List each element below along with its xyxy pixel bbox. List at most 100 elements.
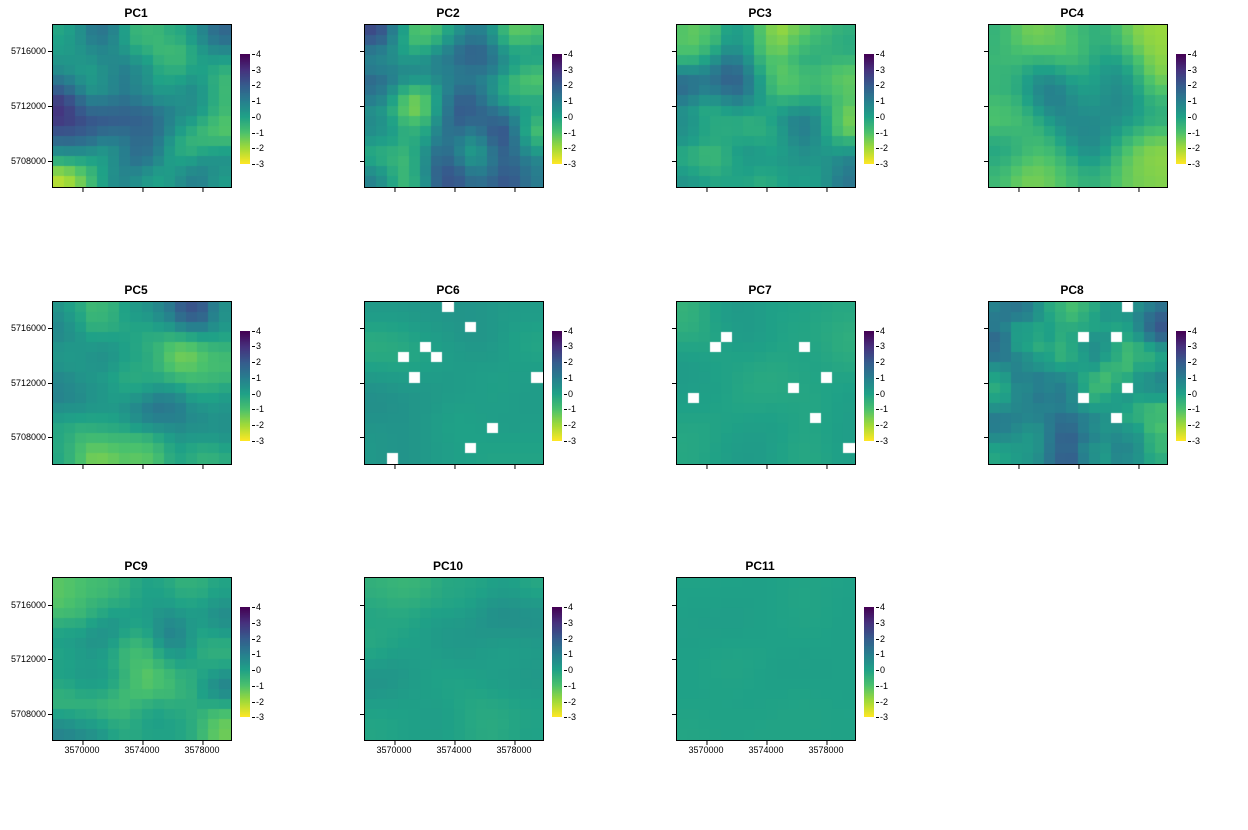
colorbar-tick-label: 3 (880, 65, 885, 75)
x-tick-label: 3570000 (376, 745, 411, 755)
x-tick-label: 3578000 (184, 745, 219, 755)
colorbar-tick-label: -3 (1192, 436, 1200, 446)
colorbar-tick-label: 4 (880, 602, 885, 612)
raster-canvas (989, 302, 1167, 464)
colorbar-ticks: 43210-1-2-3 (564, 607, 594, 717)
colorbar-tick-label: -1 (568, 404, 576, 414)
colorbar-ticks: 43210-1-2-3 (1188, 331, 1218, 441)
grid-cell: PC11570800057120005716000357000035740003… (624, 553, 936, 830)
grid-cell: PC15708000571200057160003570000357400035… (0, 0, 312, 277)
colorbar-tick-label: 4 (1192, 326, 1197, 336)
x-tick-label: 3574000 (436, 745, 471, 755)
colorbar-tick-label: -2 (1192, 143, 1200, 153)
colorbar-tick-label: 1 (568, 96, 573, 106)
y-tick-label: 5712000 (11, 378, 46, 388)
panel-title: PC10 (292, 559, 604, 573)
x-axis-ticks: 357000035740003578000 (364, 188, 544, 208)
colorbar-tick-label: 4 (1192, 49, 1197, 59)
colorbar-tick-label: 0 (1192, 112, 1197, 122)
colorbar-tick-label: 2 (568, 357, 573, 367)
colorbar-ticks: 43210-1-2-3 (564, 331, 594, 441)
colorbar-tick-label: 4 (256, 326, 261, 336)
colorbar-tick-label: 1 (880, 96, 885, 106)
x-axis-ticks: 357000035740003578000 (988, 465, 1168, 485)
x-axis-ticks: 357000035740003578000 (52, 465, 232, 485)
panel-title: PC3 (604, 6, 916, 20)
colorbar-tick-label: 1 (568, 373, 573, 383)
colorbar-tick-label: 1 (880, 649, 885, 659)
colorbar-tick-label: 2 (1192, 357, 1197, 367)
plot-area (52, 577, 232, 741)
colorbar-tick-label: 0 (880, 665, 885, 675)
colorbar-tick-label: -1 (880, 128, 888, 138)
colorbar-tick-label: 1 (256, 649, 261, 659)
colorbar-tick-label: 1 (1192, 96, 1197, 106)
panel-title: PC7 (604, 283, 916, 297)
colorbar-tick-label: 1 (1192, 373, 1197, 383)
colorbar (552, 607, 562, 717)
grid-cell: PC65708000571200057160003570000357400035… (312, 277, 624, 554)
grid-cell: PC10570800057120005716000357000035740003… (312, 553, 624, 830)
colorbar (864, 331, 874, 441)
y-tick-label: 5708000 (11, 432, 46, 442)
raster-canvas (365, 578, 543, 740)
panel-title: PC6 (292, 283, 604, 297)
colorbar-tick-label: -2 (1192, 420, 1200, 430)
colorbar-tick-label: 3 (568, 65, 573, 75)
colorbar-tick-label: -3 (1192, 159, 1200, 169)
colorbar-tick-label: 2 (256, 80, 261, 90)
colorbar (1176, 331, 1186, 441)
colorbar-tick-label: 4 (880, 326, 885, 336)
colorbar-tick-label: 2 (1192, 80, 1197, 90)
colorbar-tick-label: 3 (256, 65, 261, 75)
colorbar (240, 607, 250, 717)
colorbar (864, 54, 874, 164)
x-tick-label: 3570000 (688, 745, 723, 755)
y-tick-label: 5716000 (11, 323, 46, 333)
plot-area (52, 24, 232, 188)
colorbar-tick-label: -2 (256, 420, 264, 430)
panel-title: PC9 (0, 559, 292, 573)
grid-cell: PC95708000571200057160003570000357400035… (0, 553, 312, 830)
colorbar-tick-label: 0 (880, 112, 885, 122)
colorbar-tick-label: 3 (1192, 65, 1197, 75)
colorbar-tick-label: 2 (568, 634, 573, 644)
x-axis-ticks: 3570000 3574000 3578000 (676, 741, 856, 761)
plot-area (676, 301, 856, 465)
colorbar-tick-label: 2 (568, 80, 573, 90)
y-tick-label: 5708000 (11, 156, 46, 166)
colorbar-tick-label: -3 (880, 159, 888, 169)
colorbar-tick-label: -3 (256, 436, 264, 446)
grid-cell: PC55708000571200057160003570000357400035… (0, 277, 312, 554)
colorbar-tick-label: -3 (880, 712, 888, 722)
raster-canvas (53, 302, 231, 464)
y-axis-ticks: 5708000 5712000 5716000 (0, 301, 52, 465)
colorbar-tick-label: 1 (568, 649, 573, 659)
y-tick-label: 5712000 (11, 101, 46, 111)
colorbar-tick-label: 0 (1192, 389, 1197, 399)
y-axis-ticks: 570800057120005716000 (624, 301, 676, 465)
colorbar-tick-label: -1 (568, 681, 576, 691)
colorbar-tick-label: -3 (256, 712, 264, 722)
x-tick-label: 3578000 (808, 745, 843, 755)
x-tick-label: 3578000 (496, 745, 531, 755)
colorbar-tick-label: 1 (880, 373, 885, 383)
x-axis-ticks: 357000035740003578000 (52, 741, 232, 761)
x-axis-ticks: 357000035740003578000 (364, 465, 544, 485)
y-axis-ticks: 570800057120005716000 (312, 301, 364, 465)
colorbar (1176, 54, 1186, 164)
colorbar (240, 331, 250, 441)
colorbar-tick-label: -1 (256, 404, 264, 414)
colorbar-tick-label: 3 (256, 618, 261, 628)
plot-area (52, 301, 232, 465)
raster-canvas (53, 578, 231, 740)
y-axis-ticks: 570800057120005716000 (0, 24, 52, 188)
colorbar-tick-label: 3 (256, 341, 261, 351)
x-tick-label: 3574000 (748, 745, 783, 755)
grid-cell: PC75708000571200057160003570000357400035… (624, 277, 936, 554)
colorbar-tick-label: -2 (256, 697, 264, 707)
colorbar-ticks: 43210-1-2-3 (252, 54, 282, 164)
x-tick-label: 3574000 (124, 745, 159, 755)
raster-canvas (365, 25, 543, 187)
colorbar-ticks: 43210-1-2-3 (876, 607, 906, 717)
